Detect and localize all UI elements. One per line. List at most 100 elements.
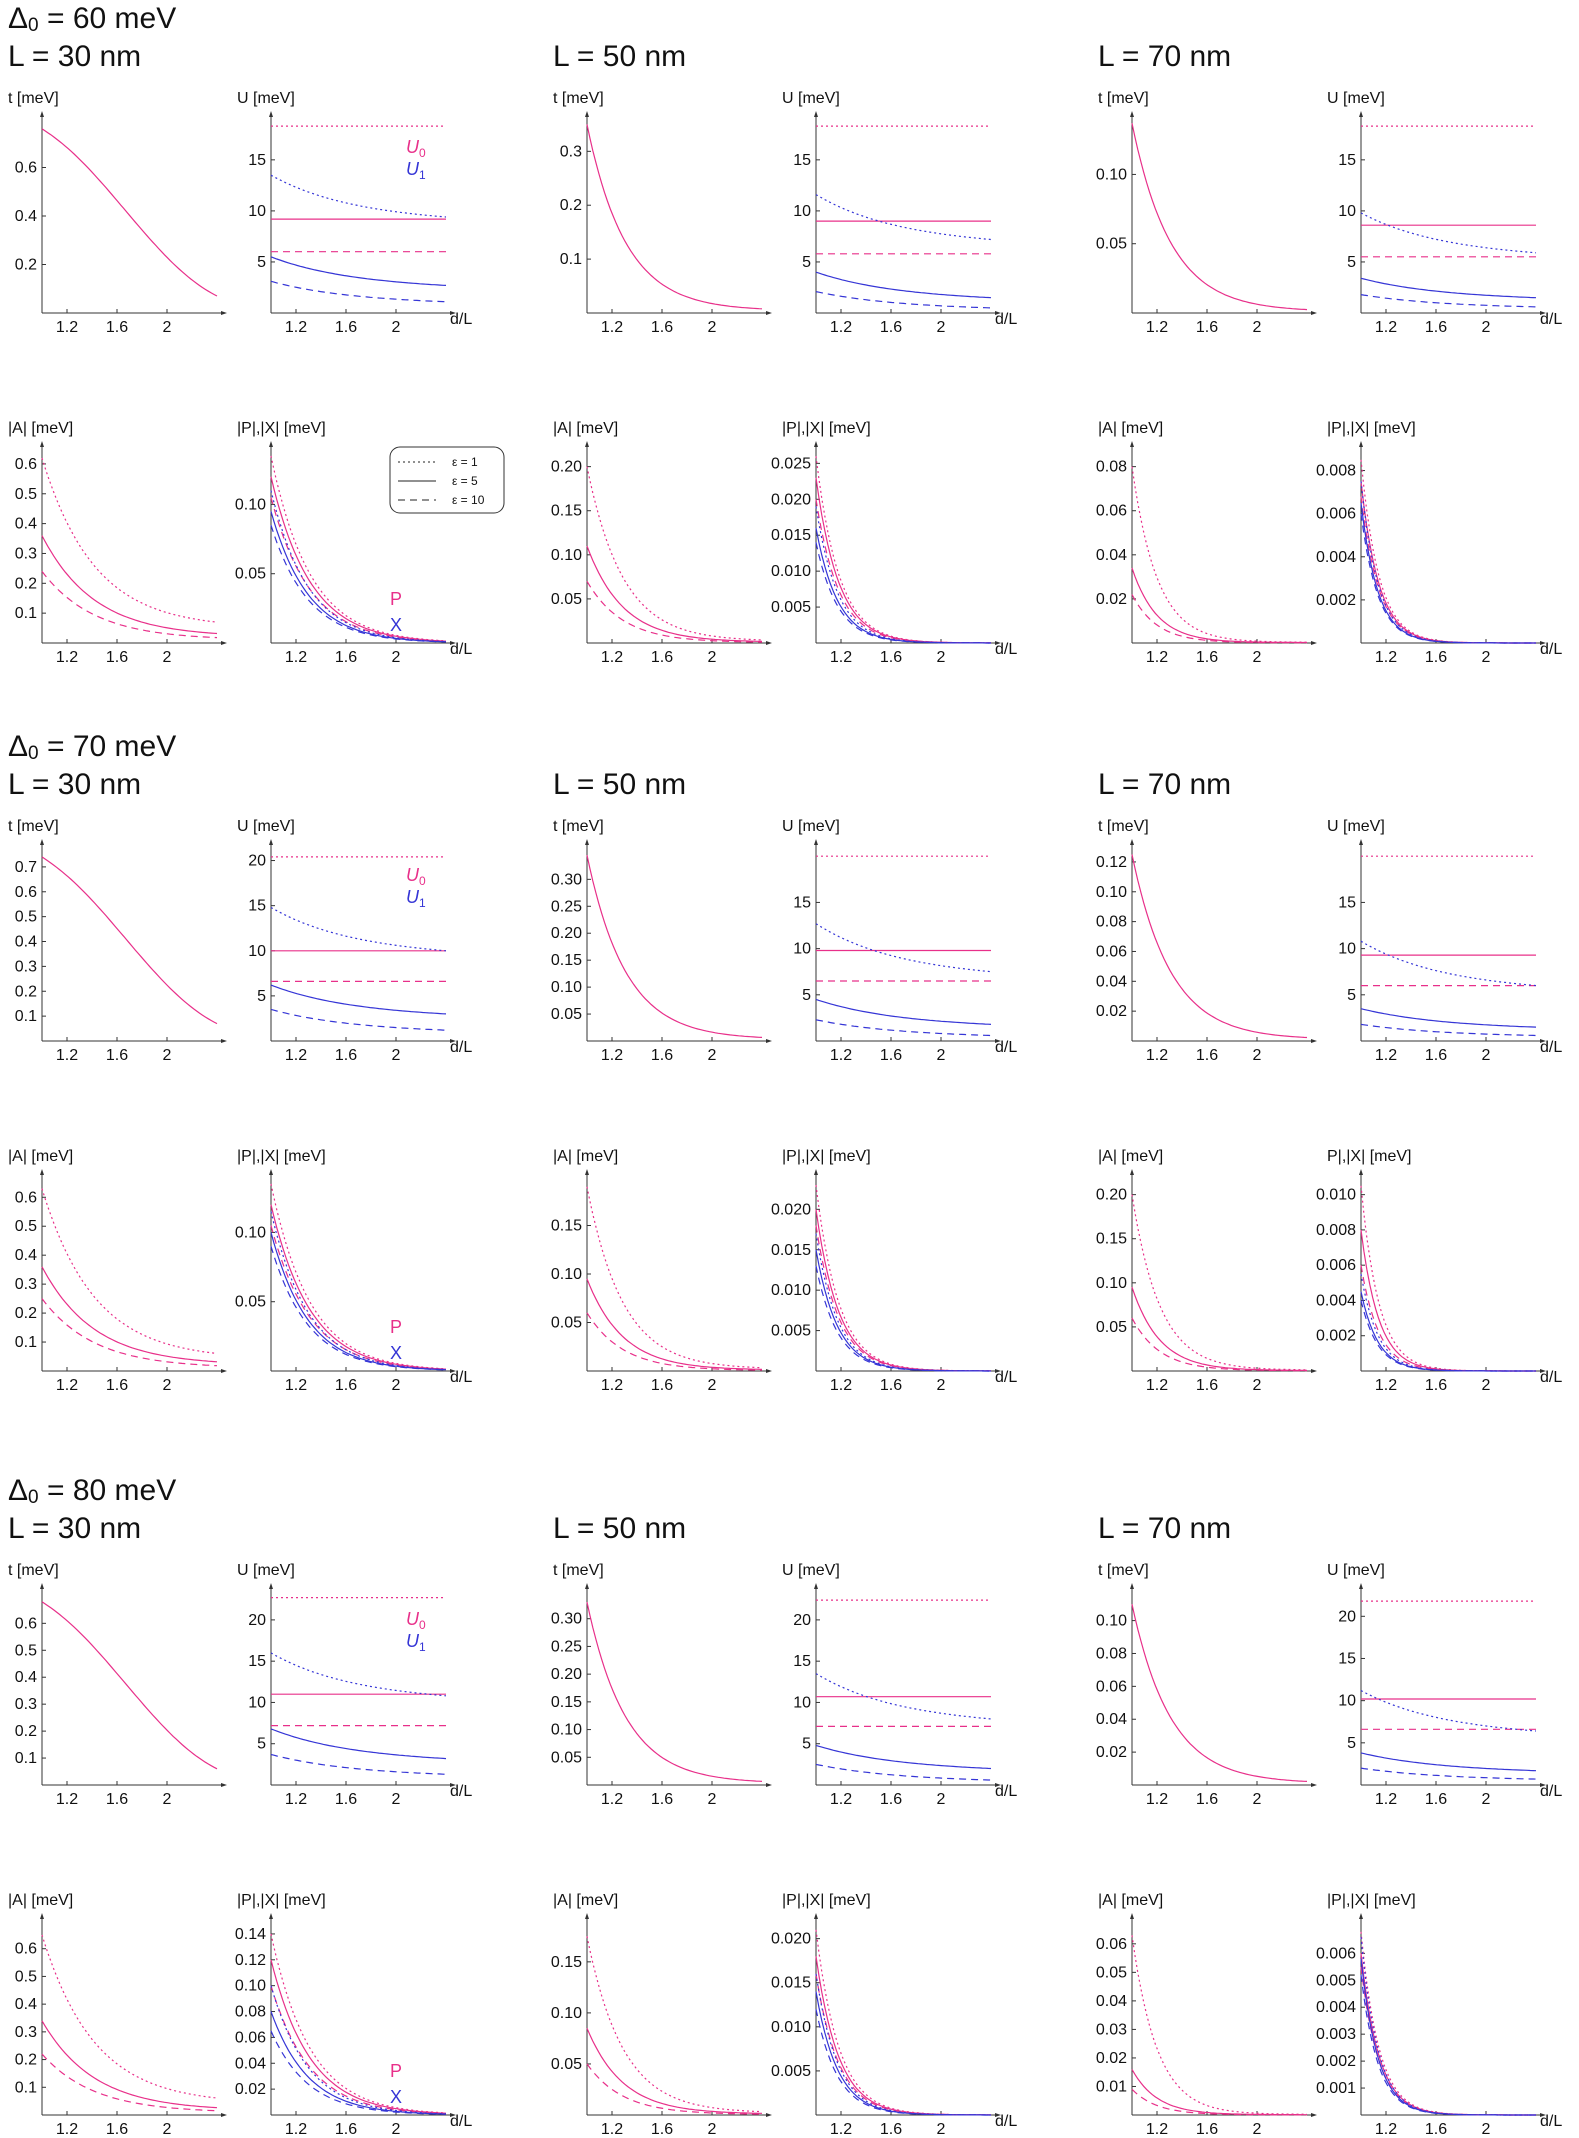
x-axis-label: d/L	[1540, 641, 1562, 658]
y-axis-arrow	[269, 1913, 273, 1919]
series-a	[586, 466, 763, 641]
series-a	[1131, 594, 1307, 644]
series-x	[270, 511, 447, 643]
y-axis-arrow	[1359, 1913, 1363, 1919]
x-axis-arrow	[450, 641, 456, 645]
y-tick-label: 0.02	[1096, 1744, 1127, 1761]
x-tick-label: 2	[1253, 649, 1262, 666]
x-axis-arrow	[1540, 311, 1546, 315]
y-tick-label: 0.06	[1096, 1936, 1127, 1953]
y-tick-label: 0.02	[1096, 2050, 1127, 2067]
x-tick-label: 1.2	[601, 319, 623, 336]
y-axis-label: U [meV]	[237, 1562, 295, 1579]
panel-s0c2p: |P|,|X| [meV] 0.002 0.004 0.006 0.008 1.2 1.6 2…	[1316, 420, 1562, 666]
x-tick-label: 2	[708, 649, 717, 666]
x-tick-label: 1.2	[601, 1791, 623, 1808]
series-x	[270, 1232, 447, 1371]
series-u1	[1360, 212, 1537, 254]
y-tick-label: 15	[1338, 152, 1356, 169]
y-tick-label: 0.04	[1096, 547, 1127, 564]
panel-s1c2a: |A| [meV] 0.05 0.10 0.15 0.20 1.2 1.6 2	[1096, 1148, 1317, 1394]
series-a	[41, 1934, 218, 2099]
x-tick-label: 1.2	[1146, 2121, 1168, 2138]
length-header: L = 50 nm	[553, 40, 687, 73]
series-t	[1131, 854, 1308, 1039]
panel-s0c1u: U [meV] 5 10 15 1.2 1.6 2 d/L	[782, 90, 1017, 336]
x-axis-arrow	[450, 1039, 456, 1043]
y-tick-label: 0.5	[15, 1218, 37, 1235]
y-tick-label: 0.020	[771, 491, 811, 508]
y-tick-label: 0.15	[551, 503, 582, 520]
x-axis-arrow	[995, 1783, 1001, 1787]
series-p	[270, 1225, 447, 1370]
x-axis-arrow	[995, 641, 1001, 645]
y-tick-label: 0.08	[1096, 459, 1127, 476]
x-tick-label: 2	[1253, 1377, 1262, 1394]
series-u1	[815, 291, 992, 309]
x-axis-label: d/L	[450, 1039, 472, 1056]
y-tick-label: 15	[1338, 1650, 1356, 1667]
length-header: L = 50 nm	[553, 768, 687, 801]
series-x	[270, 1211, 447, 1371]
x-tick-label: 1.2	[601, 649, 623, 666]
y-tick-label: 0.1	[15, 605, 37, 622]
y-tick-label: 0.015	[771, 1975, 811, 1992]
y-axis-label: t [meV]	[8, 90, 59, 107]
y-tick-label: 0.15	[551, 1218, 582, 1235]
x-axis-arrow	[1540, 1783, 1546, 1787]
series-u1	[1360, 1689, 1537, 1732]
series-t	[41, 856, 218, 1025]
series-p	[815, 499, 991, 644]
y-tick-label: 0.005	[771, 1323, 811, 1340]
x-tick-label: 1.2	[601, 2121, 623, 2138]
y-tick-label: 0.7	[15, 859, 37, 876]
x-axis-label: d/L	[450, 2113, 472, 2130]
y-tick-label: 0.15	[551, 952, 582, 969]
x-axis-arrow	[1311, 2113, 1317, 2117]
y-tick-label: 0.04	[1096, 1711, 1127, 1728]
series-p	[270, 1985, 447, 2115]
y-tick-label: 0.008	[1316, 1222, 1356, 1239]
y-tick-label: 0.4	[15, 1669, 37, 1686]
x-axis-label: d/L	[1540, 2113, 1562, 2130]
y-tick-label: 0.10	[235, 1224, 266, 1241]
series-u1	[270, 1652, 447, 1697]
x-tick-label: 1.6	[1425, 1791, 1447, 1808]
x-tick-label: 1.6	[1196, 1047, 1218, 1064]
y-tick-label: 0.010	[1316, 1187, 1356, 1204]
y-tick-label: 0.002	[1316, 1328, 1356, 1345]
series-u1	[270, 174, 447, 218]
y-tick-label: 0.30	[551, 871, 582, 888]
y-tick-label: 5	[802, 254, 811, 271]
x-tick-label: 1.6	[335, 319, 357, 336]
length-header: L = 50 nm	[553, 1512, 687, 1545]
x-tick-label: 1.2	[830, 2121, 852, 2138]
series-t	[586, 854, 763, 1038]
series-x	[270, 1246, 447, 1371]
y-tick-label: 0.05	[235, 566, 266, 583]
y-axis-arrow	[1130, 1169, 1134, 1175]
series-u1	[270, 1728, 447, 1760]
y-tick-label: 15	[793, 894, 811, 911]
y-axis-arrow	[814, 1913, 818, 1919]
series-u1	[270, 984, 447, 1015]
y-tick-label: 0.5	[15, 909, 37, 926]
y-tick-label: 0.3	[15, 1696, 37, 1713]
x-tick-label: 2	[392, 319, 401, 336]
y-tick-label: 0.20	[551, 459, 582, 476]
series-x	[1360, 1937, 1536, 2116]
y-axis-label: |P|,|X| [meV]	[1327, 420, 1416, 437]
series-x	[815, 506, 991, 644]
panel-s2c2t: t [meV] 0.02 0.04 0.06 0.08 0.10 1.2 1.6 2	[1096, 1562, 1317, 1808]
x-axis-label: d/L	[995, 641, 1017, 658]
y-axis-label: P|,|X| [meV]	[1327, 1148, 1412, 1165]
series-u1	[270, 256, 447, 286]
x-tick-label: 2	[937, 1377, 946, 1394]
panel-s0c1a: |A| [meV] 0.05 0.10 0.15 0.20 1.2 1.6 2	[551, 420, 772, 666]
length-header: L = 70 nm	[1098, 1512, 1232, 1545]
y-axis-label: U [meV]	[1327, 1562, 1385, 1579]
y-tick-label: 0.10	[1096, 1613, 1127, 1630]
panel-s2c0t: t [meV] 0.1 0.2 0.3 0.4 0.5 0.6 1.2 1.6 2	[8, 1562, 227, 1808]
x-tick-label: 1.6	[106, 649, 128, 666]
